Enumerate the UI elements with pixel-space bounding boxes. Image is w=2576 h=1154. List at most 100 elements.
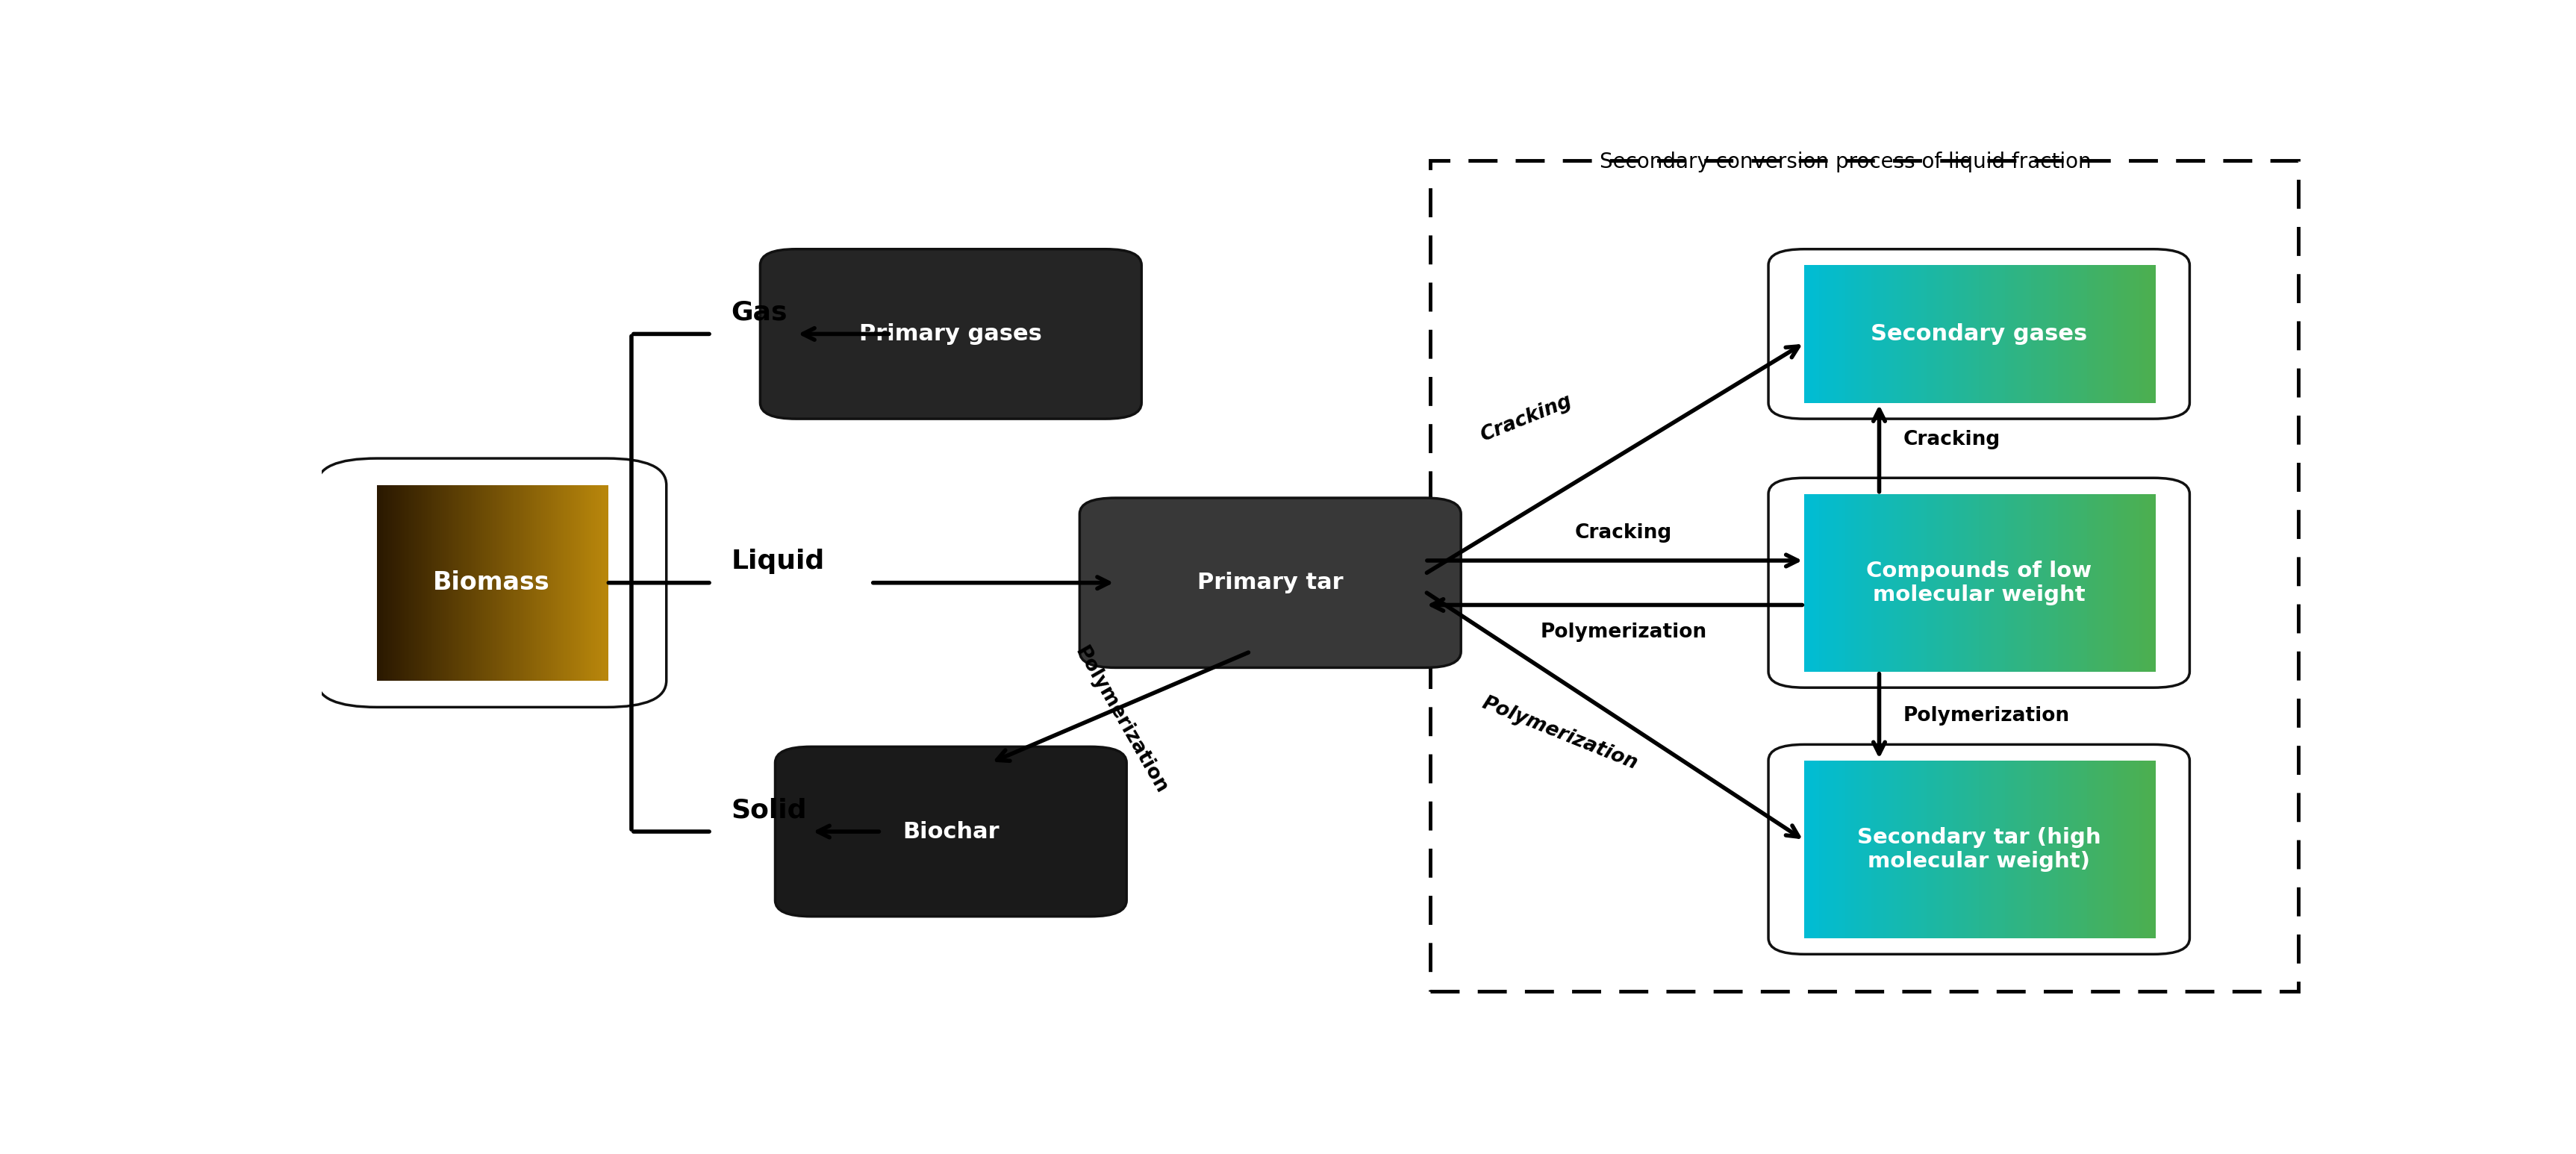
Bar — [2002, 265, 2007, 403]
Bar — [500, 485, 502, 681]
Bar — [502, 485, 505, 681]
Bar — [399, 485, 404, 681]
Bar — [1947, 494, 1953, 672]
Bar — [2014, 265, 2020, 403]
Bar — [1958, 494, 1963, 672]
Bar — [1909, 494, 1914, 672]
Bar — [392, 485, 394, 681]
Bar — [2017, 265, 2022, 403]
Bar — [1942, 265, 1945, 403]
Bar — [1811, 265, 1816, 403]
Bar — [451, 485, 456, 681]
Bar — [1986, 494, 1989, 672]
Bar — [2146, 494, 2151, 672]
Bar — [1958, 265, 1963, 403]
Bar — [461, 485, 466, 681]
Bar — [2061, 760, 2066, 938]
Bar — [2063, 265, 2069, 403]
Bar — [404, 485, 407, 681]
Bar — [379, 485, 384, 681]
Bar — [2107, 494, 2112, 672]
Bar — [1911, 494, 1917, 672]
Bar — [2058, 494, 2063, 672]
Bar — [1999, 265, 2004, 403]
Bar — [510, 485, 513, 681]
Bar — [603, 485, 605, 681]
Bar — [2110, 265, 2115, 403]
Bar — [2035, 760, 2040, 938]
Bar — [507, 485, 510, 681]
Bar — [564, 485, 569, 681]
Bar — [2146, 265, 2151, 403]
Bar — [1888, 494, 1893, 672]
Bar — [2058, 265, 2063, 403]
Bar — [1839, 760, 1844, 938]
Bar — [2043, 494, 2048, 672]
Bar — [453, 485, 459, 681]
Bar — [1880, 265, 1886, 403]
Bar — [1878, 265, 1883, 403]
Bar — [1911, 265, 1917, 403]
Text: Primary tar: Primary tar — [1198, 572, 1342, 593]
Bar — [1842, 265, 1847, 403]
Bar — [1953, 265, 1958, 403]
Bar — [2112, 265, 2117, 403]
Bar — [1955, 494, 1960, 672]
Bar — [2130, 265, 2136, 403]
Bar — [487, 485, 489, 681]
Bar — [2009, 265, 2012, 403]
Bar — [538, 485, 544, 681]
Bar — [2032, 265, 2035, 403]
Bar — [1935, 494, 1940, 672]
Bar — [1893, 265, 1899, 403]
Bar — [1821, 494, 1826, 672]
Bar — [2110, 494, 2115, 672]
Bar — [1821, 265, 1826, 403]
Bar — [569, 485, 572, 681]
Bar — [585, 485, 587, 681]
Bar — [1803, 760, 1808, 938]
Bar — [2107, 265, 2112, 403]
Bar — [2066, 494, 2071, 672]
Bar — [1844, 265, 1850, 403]
Bar — [2076, 760, 2079, 938]
Bar — [1904, 494, 1909, 672]
Bar — [513, 485, 518, 681]
Bar — [569, 485, 574, 681]
Bar — [2123, 494, 2128, 672]
Bar — [2146, 760, 2151, 938]
Bar — [2094, 760, 2099, 938]
Bar — [2014, 760, 2020, 938]
Bar — [446, 485, 451, 681]
Bar — [2087, 494, 2092, 672]
Bar — [2040, 760, 2045, 938]
Bar — [1875, 494, 1878, 672]
Bar — [1953, 760, 1958, 938]
Bar — [407, 485, 412, 681]
Bar — [1906, 265, 1911, 403]
Bar — [2022, 494, 2027, 672]
Bar — [2099, 265, 2102, 403]
Bar — [1919, 760, 1922, 938]
Bar — [1803, 265, 1808, 403]
Bar — [2071, 265, 2076, 403]
Bar — [2061, 265, 2066, 403]
Bar — [422, 485, 428, 681]
Bar — [1924, 760, 1929, 938]
Bar — [574, 485, 577, 681]
Bar — [2045, 760, 2050, 938]
Bar — [1924, 265, 1929, 403]
Bar — [487, 485, 492, 681]
Bar — [1880, 494, 1886, 672]
Bar — [1808, 494, 1811, 672]
Bar — [533, 485, 538, 681]
Bar — [2110, 760, 2115, 938]
Bar — [2040, 265, 2045, 403]
Bar — [1929, 265, 1935, 403]
Bar — [554, 485, 559, 681]
Text: Liquid: Liquid — [732, 548, 824, 574]
Bar — [580, 485, 585, 681]
Bar — [2025, 494, 2030, 672]
Bar — [1808, 265, 1811, 403]
Bar — [600, 485, 605, 681]
